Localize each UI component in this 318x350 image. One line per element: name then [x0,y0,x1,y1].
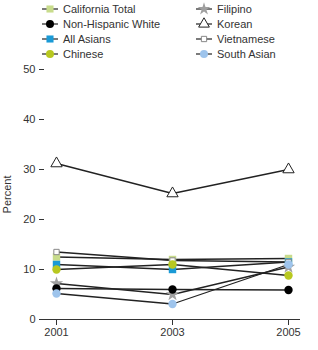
html-text:Korean: Korean [217,18,253,30]
svg-text:20: 20 [23,213,35,225]
svg-text:Percent: Percent [1,176,13,214]
svg-text:2001: 2001 [44,326,68,338]
svg-text:50: 50 [23,63,35,75]
svg-text:2003: 2003 [160,326,184,338]
svg-text:10: 10 [23,263,35,275]
html-text:South Asian: South Asian [217,48,276,60]
svg-text:0: 0 [29,313,35,325]
svg-text:2005: 2005 [276,326,300,338]
html-text:Vietnamese: Vietnamese [217,33,275,45]
html-text:Filipino: Filipino [217,3,252,15]
svg-text:30: 30 [23,163,35,175]
html-text:California Total: California Total [63,3,136,15]
html-text:All Asians: All Asians [63,33,111,45]
html-text:Non-Hispanic White: Non-Hispanic White [63,18,161,30]
html-text:Chinese: Chinese [63,48,104,60]
svg-text:40: 40 [23,113,35,125]
